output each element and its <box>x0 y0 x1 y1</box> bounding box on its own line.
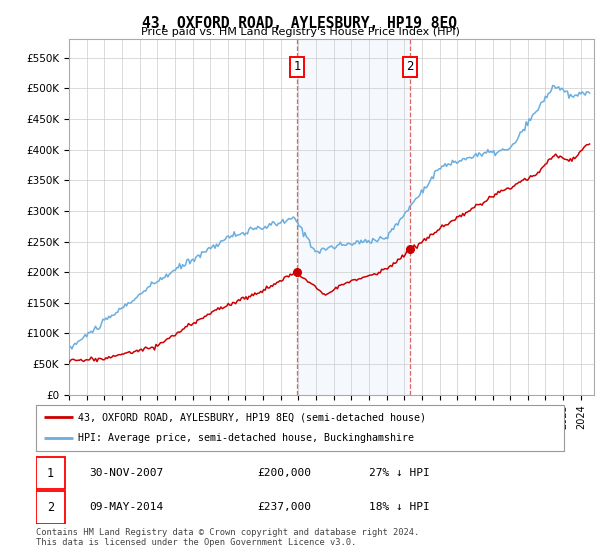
Text: Price paid vs. HM Land Registry's House Price Index (HPI): Price paid vs. HM Land Registry's House … <box>140 27 460 37</box>
Text: HPI: Average price, semi-detached house, Buckinghamshire: HPI: Average price, semi-detached house,… <box>78 433 414 444</box>
Text: 43, OXFORD ROAD, AYLESBURY, HP19 8EQ (semi-detached house): 43, OXFORD ROAD, AYLESBURY, HP19 8EQ (se… <box>78 412 426 422</box>
Text: 30-NOV-2007: 30-NOV-2007 <box>89 468 163 478</box>
FancyBboxPatch shape <box>36 491 65 524</box>
Text: 09-MAY-2014: 09-MAY-2014 <box>89 502 163 512</box>
Text: 1: 1 <box>293 60 301 73</box>
Text: 2: 2 <box>406 60 414 73</box>
Text: £237,000: £237,000 <box>258 502 312 512</box>
Text: 43, OXFORD ROAD, AYLESBURY, HP19 8EQ: 43, OXFORD ROAD, AYLESBURY, HP19 8EQ <box>143 16 458 31</box>
Bar <box>297 39 410 395</box>
Text: £200,000: £200,000 <box>258 468 312 478</box>
Text: 2: 2 <box>47 501 54 514</box>
Text: 1: 1 <box>47 466 54 479</box>
FancyBboxPatch shape <box>36 456 65 489</box>
Text: 27% ↓ HPI: 27% ↓ HPI <box>368 468 430 478</box>
Text: 18% ↓ HPI: 18% ↓ HPI <box>368 502 430 512</box>
FancyBboxPatch shape <box>36 405 564 451</box>
Text: Contains HM Land Registry data © Crown copyright and database right 2024.
This d: Contains HM Land Registry data © Crown c… <box>36 528 419 547</box>
